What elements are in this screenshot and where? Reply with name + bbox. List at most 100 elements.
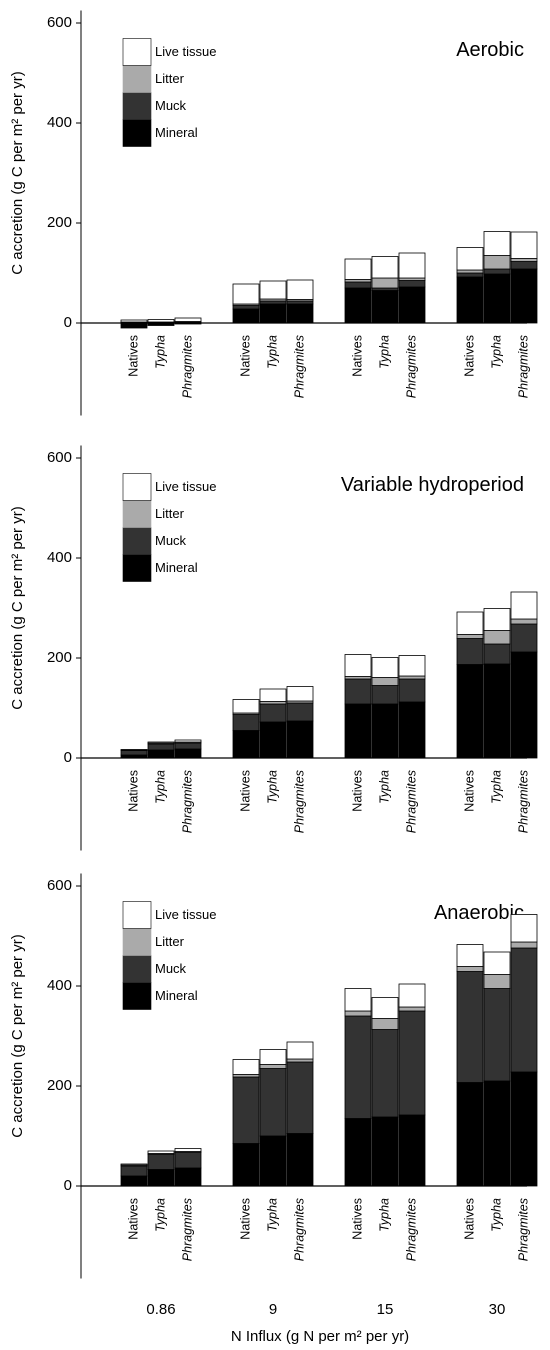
bar-segment — [510, 1071, 538, 1187]
legend-label: Live tissue — [155, 44, 216, 59]
bar-segment — [232, 308, 260, 324]
bar-segment — [371, 277, 399, 289]
x-tick-label: Phragmites — [180, 335, 194, 398]
bar-segment — [371, 997, 399, 1019]
bar-segment — [510, 618, 538, 625]
x-tick-label: Natives — [238, 770, 252, 812]
legend-label: Live tissue — [155, 479, 216, 494]
bar-segment — [456, 1082, 484, 1187]
bar-segment — [174, 1167, 202, 1187]
legend-swatch — [122, 901, 152, 929]
bar-segment — [398, 252, 426, 279]
bar-segment — [483, 643, 511, 665]
bar-segment — [398, 678, 426, 703]
bar-segment — [120, 1163, 148, 1166]
y-axis-label: C accretion (g C per m² per yr) — [9, 71, 26, 274]
panel-title: Anaerobic — [434, 902, 524, 924]
legend-label: Mineral — [155, 988, 198, 1003]
legend-label: Muck — [155, 961, 187, 976]
x-tick-label: Typha — [265, 770, 279, 804]
bar-segment — [259, 300, 287, 305]
bar-segment — [510, 268, 538, 324]
bar-segment — [174, 739, 202, 743]
bar-segment — [286, 702, 314, 722]
bar-segment — [483, 630, 511, 645]
y-tick-label: 0 — [64, 314, 72, 331]
x-tick-label: Phragmites — [404, 770, 418, 833]
bar-segment — [147, 319, 175, 323]
bar-segment — [483, 1080, 511, 1187]
bar-segment — [371, 290, 399, 324]
bar-segment — [456, 276, 484, 324]
legend-label: Litter — [155, 934, 185, 949]
bar-segment — [147, 741, 175, 744]
group-label: 0.86 — [146, 1301, 175, 1318]
bar-segment — [286, 1041, 314, 1060]
panel: C accretion (g C per m² per yr) 0 200 400 60… — [9, 10, 538, 416]
bar-segment — [398, 280, 426, 288]
bar-segment — [174, 748, 202, 759]
bar-segment — [232, 305, 260, 310]
legend-swatch — [122, 527, 152, 555]
bar-segment — [398, 655, 426, 677]
x-tick-label: Phragmites — [180, 770, 194, 833]
legend-swatch — [122, 500, 152, 528]
bar-segment — [456, 638, 484, 665]
legend-swatch — [122, 92, 152, 120]
bar-segment — [286, 1061, 314, 1134]
bar-segment — [344, 287, 372, 324]
bar-segment — [398, 1010, 426, 1116]
y-tick-label: 200 — [47, 1077, 72, 1094]
y-tick-label: 0 — [64, 749, 72, 766]
bar-segment — [483, 974, 511, 989]
bar-segment — [259, 703, 287, 723]
x-tick-label: Natives — [350, 1198, 364, 1240]
bar-segment — [232, 1143, 260, 1187]
legend-swatch — [122, 473, 152, 501]
panel: C accretion (g C per m² per yr) 0 200 400 60… — [9, 445, 538, 851]
x-tick-label: Phragmites — [404, 335, 418, 398]
bar-segment — [259, 303, 287, 324]
bar-segment — [398, 1006, 426, 1012]
x-tick-label: Phragmites — [292, 335, 306, 398]
bar-segment — [344, 258, 372, 280]
bar-segment — [232, 699, 260, 714]
x-tick-label: Typha — [377, 1198, 391, 1232]
x-tick-label: Typha — [377, 770, 391, 804]
bar-segment — [174, 317, 202, 322]
bar-segment — [371, 1116, 399, 1187]
bar-segment — [232, 283, 260, 305]
x-tick-label: Natives — [126, 770, 140, 812]
x-tick-label: Typha — [489, 1198, 503, 1232]
bar-segment — [483, 255, 511, 270]
legend-swatch — [122, 119, 152, 147]
x-tick-label: Phragmites — [292, 770, 306, 833]
bar-segment — [456, 944, 484, 967]
bar-segment — [120, 1175, 148, 1187]
legend-label: Mineral — [155, 125, 198, 140]
bar-segment — [286, 1058, 314, 1063]
bar-segment — [120, 749, 148, 751]
x-tick-label: Typha — [265, 335, 279, 369]
bar-segment — [371, 703, 399, 759]
x-axis-label: N Influx (g N per m² per yr) — [231, 1328, 409, 1345]
y-axis-label: C accretion (g C per m² per yr) — [9, 506, 26, 709]
legend-label: Litter — [155, 506, 185, 521]
x-tick-label: Phragmites — [292, 1198, 306, 1261]
legend-label: Muck — [155, 533, 187, 548]
bar-segment — [456, 664, 484, 759]
bar-segment — [483, 273, 511, 324]
bar-segment — [398, 675, 426, 680]
bar-segment — [344, 1015, 372, 1119]
x-tick-label: Typha — [489, 335, 503, 369]
bar-segment — [286, 300, 314, 305]
x-tick-label: Natives — [350, 770, 364, 812]
bar-segment — [344, 1118, 372, 1187]
bar-segment — [259, 1135, 287, 1187]
x-tick-label: Phragmites — [516, 335, 530, 398]
bar-segment — [147, 743, 175, 751]
group-label: 9 — [269, 1301, 277, 1318]
y-axis-label: C accretion (g C per m² per yr) — [9, 934, 26, 1137]
bar-segment — [232, 714, 260, 731]
